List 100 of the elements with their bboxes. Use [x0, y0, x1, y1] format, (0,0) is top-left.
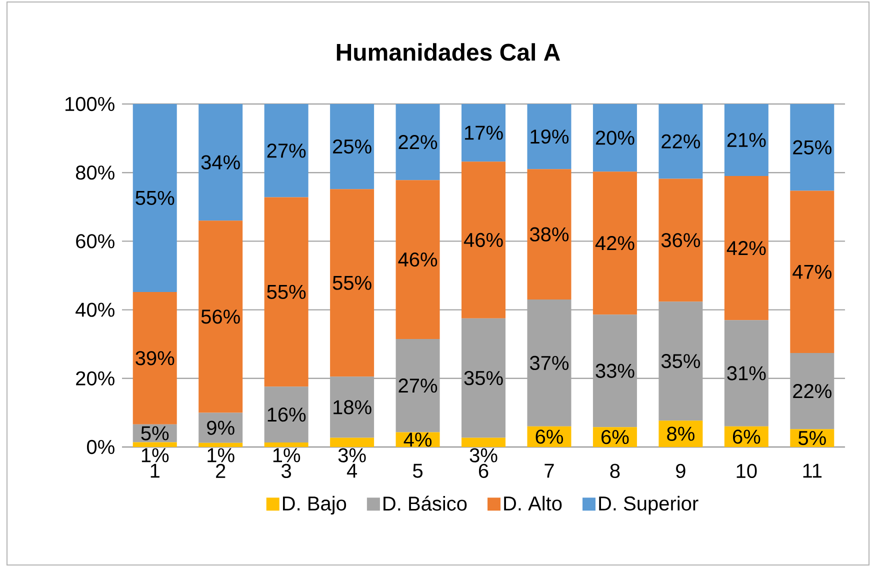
bar — [396, 180, 440, 339]
data-label: 6% — [602, 430, 629, 444]
y-tick-label: 80% — [76, 166, 114, 180]
bar — [724, 320, 768, 426]
bar — [658, 178, 703, 302]
data-label: 34% — [201, 155, 240, 170]
y-tick-label: 40% — [76, 302, 114, 317]
bar — [592, 104, 637, 172]
x-tick-label: 9 — [676, 464, 686, 478]
data-label: 20% — [596, 130, 634, 145]
data-label: 27% — [398, 378, 438, 393]
data-label: 55% — [267, 284, 306, 300]
bar — [264, 386, 308, 443]
bar — [198, 442, 243, 447]
x-tick-label: 6 — [478, 464, 488, 478]
x-tick-label: 1 — [150, 464, 160, 478]
data-label: 3% — [338, 448, 366, 462]
data-label: 38% — [530, 227, 569, 242]
bar — [198, 412, 243, 443]
data-label: 25% — [793, 140, 832, 154]
bar — [462, 438, 506, 447]
x-tick-label: 8 — [610, 464, 620, 478]
bar — [592, 314, 637, 428]
y-tick-label: 0% — [87, 440, 114, 454]
bar — [658, 104, 703, 179]
bar — [592, 172, 637, 315]
bar — [462, 318, 506, 438]
data-label: 16% — [268, 408, 306, 422]
legend-label: D. Superior — [599, 496, 698, 515]
bar — [264, 104, 308, 198]
x-tick-label: 10 — [736, 464, 757, 478]
data-label: 17% — [465, 126, 503, 140]
bar — [527, 104, 572, 170]
data-label: 55% — [332, 276, 372, 290]
data-label: 42% — [595, 236, 634, 250]
bar — [198, 220, 243, 413]
data-label: 42% — [726, 241, 766, 256]
data-label: 33% — [596, 364, 634, 378]
bar — [264, 197, 308, 387]
data-label: 6% — [732, 430, 760, 444]
data-label: 39% — [136, 351, 174, 366]
bar — [396, 104, 440, 180]
data-label: 35% — [661, 354, 700, 368]
data-label: 36% — [661, 233, 700, 248]
bar — [264, 442, 308, 447]
bar — [527, 300, 572, 426]
data-label: 22% — [793, 384, 832, 398]
bar — [527, 169, 572, 300]
data-label: 31% — [727, 366, 766, 380]
bar — [330, 438, 374, 447]
x-tick-label: 5 — [413, 464, 422, 478]
data-label: 1% — [208, 448, 234, 462]
data-label: 5% — [798, 431, 826, 446]
data-label: 1% — [273, 448, 300, 462]
bar — [658, 302, 703, 421]
chart-title: Humanidades Cal A — [336, 43, 560, 61]
bar — [132, 292, 177, 424]
bar — [396, 338, 440, 432]
y-tick-label: 20% — [76, 371, 114, 386]
bar — [330, 104, 374, 190]
x-tick-label: 3 — [282, 464, 292, 478]
x-tick-label: 11 — [803, 464, 822, 478]
bar — [132, 104, 177, 292]
data-label: 3% — [470, 448, 498, 462]
legend-label: D. Alto — [504, 496, 562, 511]
bar — [724, 104, 768, 176]
data-label: 47% — [792, 264, 832, 279]
data-label: 6% — [536, 430, 563, 444]
bar — [790, 353, 834, 430]
x-tick-label: 4 — [346, 464, 358, 478]
bar — [790, 190, 834, 354]
data-label: 46% — [398, 252, 438, 267]
data-label: 4% — [404, 432, 432, 447]
y-tick-label: 60% — [76, 234, 114, 248]
data-label: 37% — [530, 356, 569, 370]
data-label: 56% — [201, 310, 240, 324]
x-tick-label: 2 — [216, 464, 226, 478]
bar — [724, 176, 768, 320]
data-label: 5% — [141, 426, 169, 440]
data-label: 18% — [334, 400, 372, 414]
data-label: 22% — [398, 135, 438, 150]
data-label: 46% — [464, 232, 503, 248]
data-label: 21% — [727, 132, 766, 148]
x-tick-label: 7 — [544, 464, 554, 478]
bar — [198, 104, 243, 221]
data-label: 8% — [667, 426, 694, 441]
data-label: 35% — [464, 370, 503, 386]
data-label: 55% — [136, 190, 174, 206]
data-label: 25% — [333, 139, 372, 154]
data-label: 22% — [662, 134, 700, 148]
bar — [132, 442, 177, 447]
bar — [462, 104, 506, 162]
y-tick-label: 100% — [66, 96, 114, 112]
data-label: 27% — [267, 144, 306, 158]
legend-label: D. Bajo — [282, 496, 346, 515]
data-label: 1% — [142, 448, 169, 462]
bar — [330, 189, 374, 377]
bar — [790, 104, 834, 191]
data-label: 19% — [530, 129, 569, 144]
legend-label: D. Básico — [384, 496, 467, 511]
